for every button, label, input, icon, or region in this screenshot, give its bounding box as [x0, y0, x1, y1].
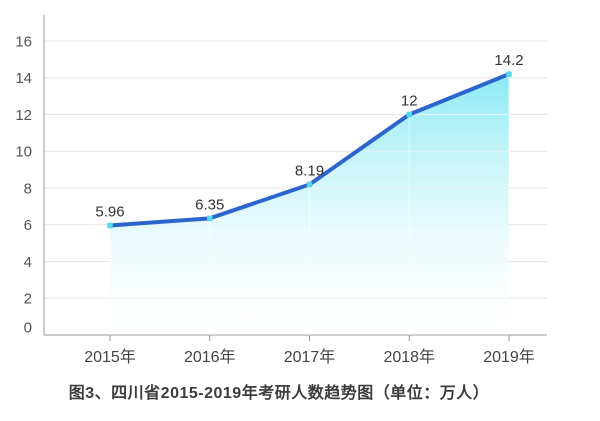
data-label-2: 8.19: [295, 163, 324, 180]
x-tick-label-1: 2016年: [184, 348, 236, 366]
data-label-0: 5.96: [95, 203, 124, 220]
chart-caption: 图3、四川省2015-2019年考研人数趋势图（单位：万人）: [68, 385, 490, 402]
data-point-marker-3: [406, 111, 412, 118]
y-tick-label-12: 12: [15, 107, 32, 124]
y-tick-label-6: 6: [24, 217, 32, 234]
y-tick-label-14: 14: [15, 70, 32, 87]
data-point-marker-2: [306, 181, 313, 188]
y-tick-label-16: 16: [15, 33, 32, 50]
y-tick-label-4: 4: [24, 254, 32, 271]
y-tick-label-8: 8: [24, 180, 32, 197]
x-tick-label-4: 2019年: [483, 348, 535, 366]
y-tick-label-0: 0: [24, 319, 32, 336]
chart-canvas: 5.96 6.35 8.19 12 14.2 0 2 4 6 8 10 12 14 16 2015年 2016…: [15, 15, 547, 366]
data-point-marker-0: [107, 222, 113, 229]
data-label-1: 6.35: [195, 196, 224, 213]
y-tick-label-2: 2: [24, 291, 32, 308]
data-point-marker-1: [207, 215, 213, 222]
x-tick-label-3: 2018年: [383, 348, 435, 366]
y-tick-label-10: 10: [15, 144, 32, 161]
data-label-4: 14.2: [494, 52, 523, 69]
x-tick-label-0: 2015年: [84, 348, 136, 366]
x-tick-label-2: 2017年: [284, 348, 336, 366]
data-point-marker-4: [506, 71, 512, 77]
data-label-3: 12: [401, 93, 418, 110]
